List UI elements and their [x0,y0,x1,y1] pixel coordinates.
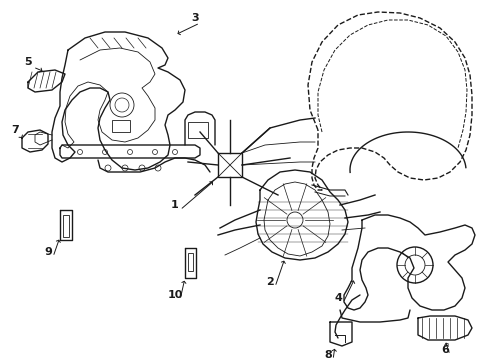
Bar [188,253,193,271]
Text: 1: 1 [171,200,179,210]
Bar [218,153,242,177]
Text: 4: 4 [334,293,342,303]
Bar [112,120,130,132]
Text: 6: 6 [441,345,449,355]
Text: 9: 9 [44,247,52,257]
Text: 8: 8 [324,350,332,360]
Bar [188,122,208,138]
Text: 3: 3 [191,13,199,23]
Text: 7: 7 [11,125,19,135]
Text: 5: 5 [24,57,32,67]
Text: 10: 10 [167,290,183,300]
Bar [63,215,69,237]
Text: 2: 2 [266,277,274,287]
